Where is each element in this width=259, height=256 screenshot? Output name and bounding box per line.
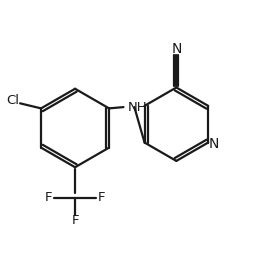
Text: F: F (45, 191, 52, 204)
Text: N: N (171, 42, 182, 56)
Text: NH: NH (127, 101, 147, 114)
Text: Cl: Cl (7, 94, 20, 107)
Text: F: F (71, 214, 79, 227)
Text: F: F (98, 191, 105, 204)
Text: N: N (208, 137, 219, 151)
